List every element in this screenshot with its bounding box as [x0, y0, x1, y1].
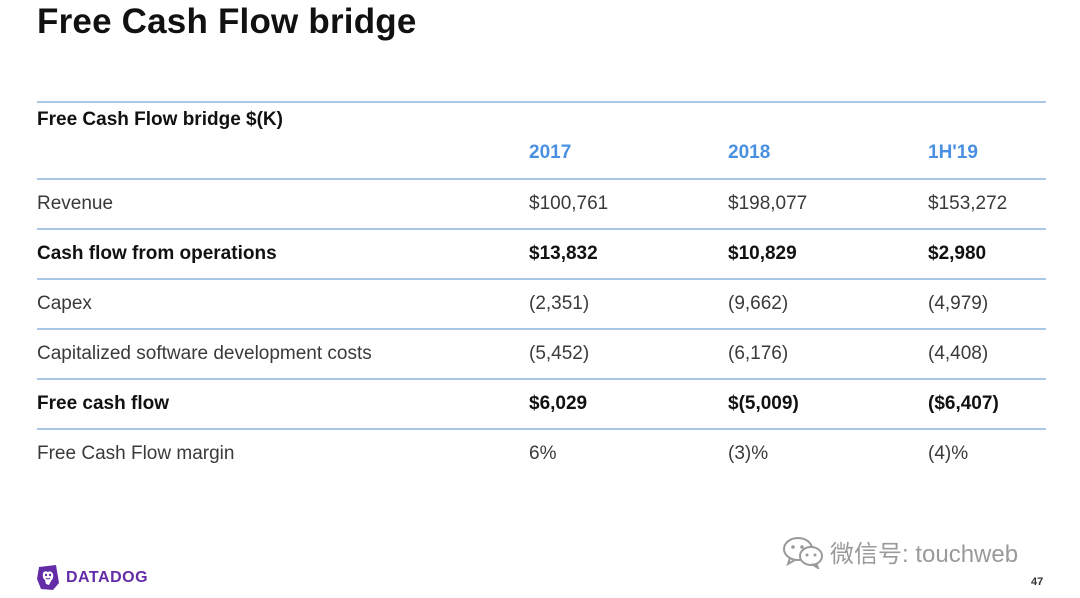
wechat-icon — [783, 536, 823, 569]
row-value-2018: (9,662) — [728, 293, 789, 314]
page-number: 47 — [1031, 576, 1044, 588]
row-value-1h19: (4,979) — [928, 293, 989, 314]
row-value-1h19: ($6,407) — [928, 393, 999, 414]
row-value-1h19: $2,980 — [928, 243, 987, 264]
table-row-free-cash-flow: Free cash flow $6,029 $(5,009) ($6,407) — [37, 380, 1046, 430]
watermark-text: 微信号: touchweb — [830, 541, 1019, 568]
row-value-2018: (6,176) — [728, 343, 789, 364]
row-value-2017: $6,029 — [529, 393, 588, 414]
table-row-cash-flow-operations: Cash flow from operations $13,832 $10,82… — [37, 230, 1046, 280]
row-value-1h19: (4,408) — [928, 343, 989, 364]
row-label: Capitalized software development costs — [37, 343, 372, 364]
logo-wordmark: DATADOG — [66, 569, 149, 586]
year-header-2017: 2017 — [529, 142, 572, 163]
row-value-2017: $100,761 — [529, 193, 609, 214]
table-row-revenue: Revenue $100,761 $198,077 $153,272 — [37, 180, 1046, 230]
page-title: Free Cash Flow bridge — [37, 2, 417, 41]
row-value-2018: $10,829 — [728, 243, 797, 264]
table-header-row: 2017 2018 1H'19 — [37, 135, 1046, 180]
row-label: Revenue — [37, 193, 114, 214]
row-label: Capex — [37, 293, 92, 314]
table-caption: Free Cash Flow bridge $(K) — [37, 109, 283, 130]
row-value-2017: (2,351) — [529, 293, 590, 314]
row-label: Free Cash Flow margin — [37, 443, 235, 464]
row-value-2018: $(5,009) — [728, 393, 799, 414]
row-value-2017: 6% — [529, 443, 557, 464]
year-header-2018: 2018 — [728, 142, 771, 163]
row-value-2017: (5,452) — [529, 343, 590, 364]
datadog-logo: DATADOG — [36, 565, 148, 591]
year-header-1h19: 1H'19 — [928, 142, 978, 163]
table-row-capitalized-software: Capitalized software development costs (… — [37, 330, 1046, 380]
row-label: Cash flow from operations — [37, 243, 277, 264]
wechat-watermark: 微信号: touchweb — [782, 534, 1018, 569]
row-value-1h19: $153,272 — [928, 193, 1008, 214]
row-value-2017: $13,832 — [529, 243, 598, 264]
row-value-2018: (3)% — [728, 443, 769, 464]
row-label: Free cash flow — [37, 393, 169, 414]
datadog-dog-icon — [37, 565, 59, 590]
table-row-fcf-margin: Free Cash Flow margin 6% (3)% (4)% — [37, 430, 1046, 478]
fcf-table: Free Cash Flow bridge $(K) 2017 2018 1H'… — [37, 101, 1046, 478]
row-value-2018: $198,077 — [728, 193, 808, 214]
table-row-capex: Capex (2,351) (9,662) (4,979) — [37, 280, 1046, 330]
row-value-1h19: (4)% — [928, 443, 969, 464]
